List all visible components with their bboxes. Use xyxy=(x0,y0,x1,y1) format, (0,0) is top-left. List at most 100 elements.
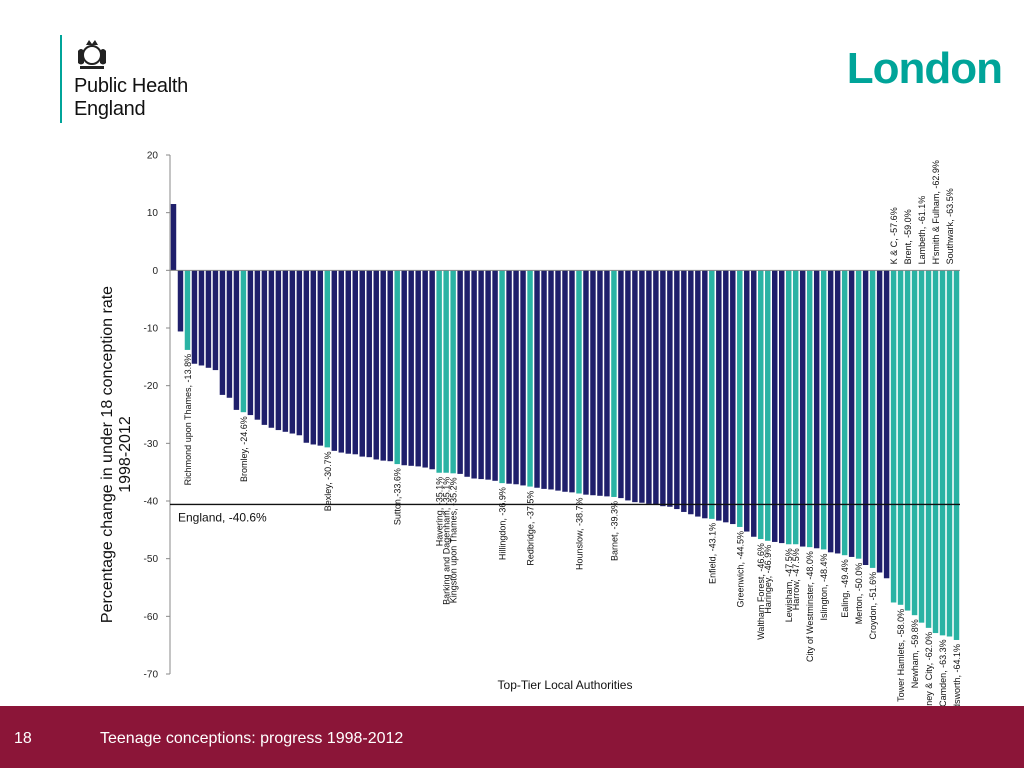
chart-bar xyxy=(674,270,680,510)
royal-crest-icon xyxy=(78,40,106,69)
chart-bar xyxy=(520,270,526,486)
chart-bar xyxy=(408,270,414,466)
chart-bar xyxy=(562,270,568,492)
bar-annotation: Tower Hamlets, -58.0% xyxy=(896,609,906,702)
chart-bar xyxy=(946,270,953,637)
bar-annotation: H'smith & Fulham, -62.9% xyxy=(931,160,941,264)
chart-bar xyxy=(604,270,610,497)
chart-bar xyxy=(911,270,918,616)
bar-annotation: Bromley, -24.6% xyxy=(239,416,249,482)
y-tick-label: -60 xyxy=(144,612,159,623)
chart-bar xyxy=(751,270,757,537)
chart-bar xyxy=(792,270,799,545)
chart-bar xyxy=(198,270,205,366)
chart-bar xyxy=(436,270,442,473)
bar-annotation: Bexley, -30.7% xyxy=(323,451,333,511)
chart-bar xyxy=(890,270,897,603)
chart-bar xyxy=(380,270,386,461)
bar-annotation: Waltham Forest, -46.6% xyxy=(756,543,766,640)
england-reference-label: England, -40.6% xyxy=(178,510,267,524)
chart-bar xyxy=(541,270,547,489)
y-tick-label: -30 xyxy=(144,439,159,450)
bar-annotation: Croydon, -51.6% xyxy=(868,572,878,640)
bar-annotation: Hounslow, -38.7% xyxy=(574,498,584,571)
chart-bar xyxy=(862,270,869,566)
chart-bar xyxy=(834,270,841,554)
chart-bar xyxy=(597,270,603,496)
bar-annotation: Haringey, -46.9% xyxy=(763,545,773,614)
chart-bar xyxy=(827,270,834,553)
chart-bar xyxy=(765,270,771,541)
chart-bar xyxy=(317,270,324,446)
chart-bar xyxy=(485,270,491,480)
y-axis-title-line-2: 1998-2012 xyxy=(117,416,134,493)
chart-bar xyxy=(716,270,722,521)
chart-bar xyxy=(492,270,498,481)
chart-bar xyxy=(583,270,589,495)
bar-annotation: City of Westminster, -48.0% xyxy=(805,551,815,662)
chart-bar xyxy=(464,270,470,477)
chart-bar xyxy=(506,270,512,484)
bar-annotation: Camden, -63.3% xyxy=(938,639,948,706)
chart-bar xyxy=(820,270,827,550)
y-tick-label: 0 xyxy=(152,266,158,277)
y-tick-label: -50 xyxy=(144,554,159,565)
chart-bar xyxy=(359,270,365,457)
chart-bar xyxy=(569,270,575,493)
chart-bar xyxy=(576,270,582,494)
bar-annotation: Hackney & City, -62.0% xyxy=(924,632,934,706)
page-number: 18 xyxy=(14,730,32,747)
bar-annotation: Newham, -59.8% xyxy=(910,619,920,688)
chart-bar xyxy=(953,270,960,640)
chart-bar xyxy=(373,270,379,460)
bar-annotation: Sutton,-33.6% xyxy=(393,468,403,525)
chart-bar xyxy=(618,270,624,499)
y-tick-label: 20 xyxy=(147,151,159,162)
chart-bar xyxy=(205,270,212,368)
chart-bar xyxy=(646,270,652,504)
chart-bar xyxy=(415,270,421,467)
bar-annotation: Southwark, -63.5% xyxy=(945,188,955,264)
chart-bar xyxy=(450,270,456,474)
chart-bar xyxy=(702,270,708,519)
bar-annotation: Lambeth, -61.1% xyxy=(917,196,927,265)
bar-annotation: Enfield, -43.1% xyxy=(707,523,717,584)
chart-bar xyxy=(457,270,463,474)
chart-bar xyxy=(855,270,862,559)
chart-bar xyxy=(254,270,261,420)
chart-bar xyxy=(499,270,505,484)
bar-annotation: Barnet, -39.3% xyxy=(609,501,619,561)
bar-annotation: Barking and Dagenham, -35.1% xyxy=(442,477,452,605)
chart-bar xyxy=(590,270,596,496)
bar-annotation: Wandsworth, -64.1% xyxy=(952,644,962,706)
chart-bar xyxy=(737,270,743,527)
chart-bar xyxy=(555,270,561,491)
bar-annotation: Hillingdon, -36.9% xyxy=(498,487,508,560)
chart-bar xyxy=(758,270,764,540)
chart-bar xyxy=(918,270,925,623)
logo-divider xyxy=(60,35,62,123)
chart-bar xyxy=(730,270,736,525)
chart-bar xyxy=(324,270,331,448)
chart-bar xyxy=(261,270,268,425)
chart-bar xyxy=(513,270,519,485)
chart-bar xyxy=(925,270,932,628)
chart-bar xyxy=(932,270,939,634)
conception-rate-chart: 20 10 0 -10 -20 -30 -40 -50 -60 -70 England, -40.6… xyxy=(99,151,962,707)
bar-annotation: Harrow, -47.5% xyxy=(791,548,801,610)
bar-annotation: Greenwich, -44.5% xyxy=(735,531,745,608)
chart-bar xyxy=(904,270,911,611)
chart-bar xyxy=(401,270,407,466)
chart-bar xyxy=(841,270,848,556)
chart-bar xyxy=(289,270,296,434)
chart-bar xyxy=(695,270,701,517)
bar-annotation: K & C, -57.6% xyxy=(889,207,899,264)
bar-annotation: Redbridge, -37.5% xyxy=(526,491,536,566)
chart-bar xyxy=(177,270,184,332)
chart-bar xyxy=(366,270,372,458)
bar-annotation: Merton, -50.0% xyxy=(854,563,864,625)
chart-bar xyxy=(611,270,617,497)
chart-bar xyxy=(233,270,240,410)
y-axis-title-line-1: Percentage change in under 18 conception… xyxy=(99,286,116,623)
chart-bar xyxy=(345,270,351,454)
